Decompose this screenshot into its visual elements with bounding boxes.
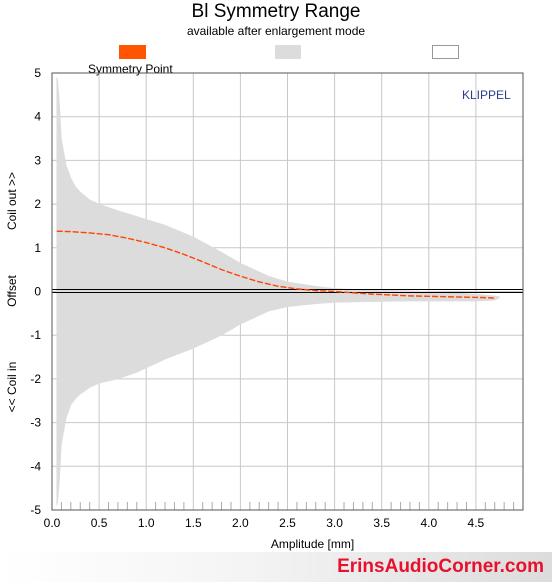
x-tick-label: 2.5 xyxy=(279,516,296,530)
y-tick-label: -4 xyxy=(30,459,41,473)
x-tick-label: 1.5 xyxy=(185,516,202,530)
y-tick-label: 2 xyxy=(34,197,41,211)
x-tick-label: 4.0 xyxy=(420,516,437,530)
x-tick-label: 0.5 xyxy=(91,516,108,530)
x-tick-label: 4.5 xyxy=(468,516,485,530)
x-tick-label: 3.5 xyxy=(373,516,390,530)
footer-bar: ErinsAudioCorner.com xyxy=(0,552,552,582)
legend-swatch-range xyxy=(275,45,301,59)
watermark-text: KLIPPEL xyxy=(462,88,511,102)
x-tick-label: 0.0 xyxy=(44,516,61,530)
y-tick-label: -3 xyxy=(30,416,41,430)
legend-swatch-symmetry-point xyxy=(119,45,146,59)
x-tick-label: 2.0 xyxy=(232,516,249,530)
legend-swatch-empty xyxy=(432,45,459,59)
symmetry-range-band xyxy=(56,77,500,506)
brand-logo-text: ErinsAudioCorner.com xyxy=(337,556,544,577)
y-tick-label: -5 xyxy=(30,503,41,517)
y-tick-label: 1 xyxy=(34,241,41,255)
y-tick-label: 0 xyxy=(34,285,41,299)
y-tick-label: 5 xyxy=(34,66,41,80)
y-axis-label-mid: Offset xyxy=(5,275,19,307)
x-tick-label: 3.0 xyxy=(326,516,343,530)
chart-subtitle: available after enlargement mode xyxy=(186,24,366,38)
x-tick-label: 1.0 xyxy=(138,516,155,530)
x-axis-label: Amplitude [mm] xyxy=(271,537,354,551)
y-axis-label-top: Coil out >> xyxy=(5,171,19,231)
y-tick-label: 3 xyxy=(34,153,41,167)
series-symmetry-point xyxy=(56,230,495,299)
y-axis-label-bottom: << Coil in xyxy=(5,361,19,413)
chart-title: Bl Symmetry Range xyxy=(191,1,361,22)
plot-frame xyxy=(51,72,524,511)
y-tick-label: -2 xyxy=(30,372,41,386)
plot-area: 0.0 0.5 1.0 1.5 2.0 2.5 3.0 3.5 4.0 4.5 5 4 3 2 1 0 -1 -2… xyxy=(30,66,524,551)
y-tick-label: 4 xyxy=(34,110,41,124)
y-tick-label: -1 xyxy=(30,328,41,342)
